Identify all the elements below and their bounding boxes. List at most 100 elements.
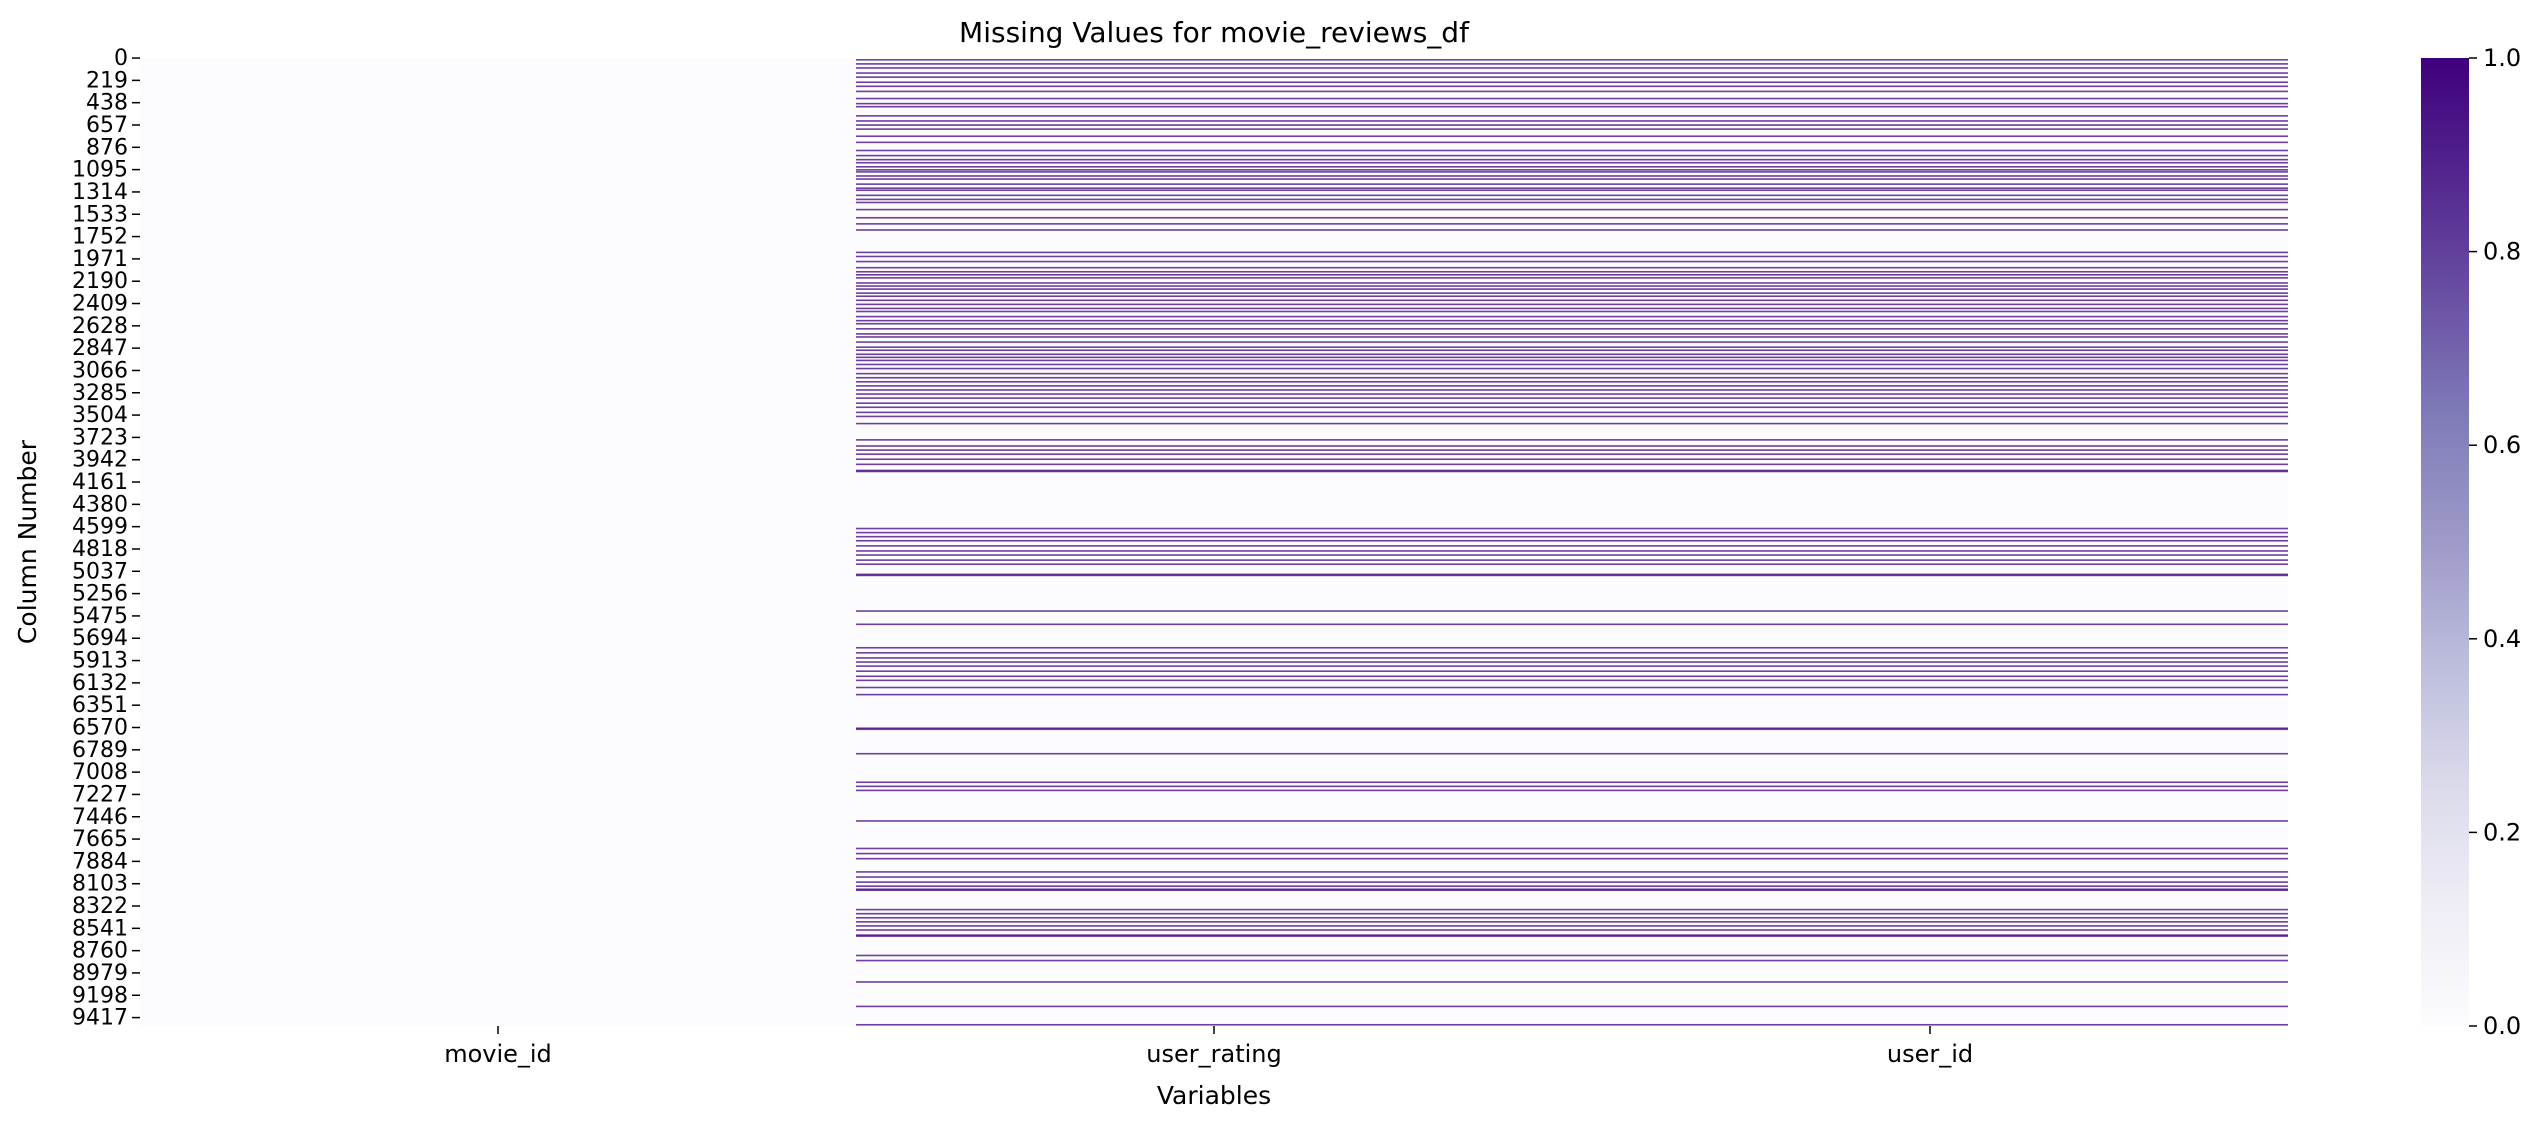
missing-cell: [1572, 120, 2288, 122]
missing-cell: [1572, 76, 2288, 78]
missing-cell: [856, 166, 1572, 168]
missing-cell: [856, 356, 1572, 359]
missing-cell: [1572, 545, 2288, 547]
missing-cell: [856, 349, 1572, 352]
missing-cell: [856, 76, 1572, 78]
missing-cell: [1572, 679, 2288, 682]
missing-cell: [1572, 610, 2288, 612]
missing-cell: [1572, 959, 2288, 962]
missing-cell: [856, 149, 1572, 152]
y-tick-label: 2190: [72, 269, 128, 294]
missing-cell: [1572, 550, 2288, 552]
missing-cell: [1572, 333, 2288, 335]
x-tick-label: movie_id: [444, 1040, 552, 1068]
missing-cell: [1572, 539, 2288, 542]
y-tick-label: 4818: [72, 537, 128, 562]
missing-cell: [856, 303, 1572, 306]
missing-cell: [856, 728, 1572, 731]
missing-cell: [856, 657, 1572, 659]
missing-cell: [1572, 727, 2288, 730]
x-tick-label: user_rating: [1146, 1040, 1281, 1068]
missing-cell: [1572, 1023, 2288, 1026]
missing-cell: [1572, 349, 2288, 352]
missing-cell: [1572, 274, 2288, 276]
missing-cell: [856, 310, 1572, 313]
missing-cell: [1572, 260, 2288, 263]
missing-cell: [856, 908, 1572, 911]
missing-cell: [856, 652, 1572, 654]
missing-cell: [1572, 356, 2288, 359]
missing-cell: [856, 319, 1572, 322]
missing-cell: [856, 299, 1572, 302]
missing-cell: [856, 411, 1572, 414]
missing-cell: [856, 397, 1572, 399]
missing-cell: [856, 381, 1572, 383]
missing-cell: [856, 295, 1572, 298]
missing-cell: [856, 422, 1572, 425]
missing-cell: [856, 175, 1572, 177]
missing-cell: [1572, 728, 2288, 731]
missing-cell: [1572, 574, 2288, 577]
missing-cell: [1572, 857, 2288, 860]
missing-cell: [856, 439, 1572, 441]
missing-cell: [1572, 299, 2288, 302]
missing-cell: [1572, 439, 2288, 441]
missing-cell: [1572, 277, 2288, 279]
missing-cell: [1572, 255, 2288, 258]
missing-cell: [856, 453, 1572, 455]
missing-cell: [1572, 59, 2288, 61]
missing-cell: [856, 550, 1572, 552]
missing-cell: [1572, 149, 2288, 152]
missing-cell: [1572, 154, 2288, 157]
missing-cell: [856, 554, 1572, 556]
missing-cell: [1572, 389, 2288, 391]
missing-cell: [1572, 372, 2288, 375]
missing-cell: [856, 198, 1572, 201]
missing-cell: [856, 67, 1572, 69]
missing-cell: [856, 527, 1572, 530]
missing-cell: [1572, 198, 2288, 201]
missing-cell: [856, 470, 1572, 473]
missing-cell: [1572, 470, 2288, 473]
missing-cell: [1572, 105, 2288, 108]
missing-cell: [856, 154, 1572, 157]
missing-cell: [856, 573, 1572, 576]
missing-cell: [856, 646, 1572, 649]
y-tick-label: 1752: [72, 225, 128, 250]
missing-cell: [856, 1005, 1572, 1008]
y-tick-label: 5913: [72, 649, 128, 674]
missing-cell: [856, 376, 1572, 379]
missing-cell: [1572, 646, 2288, 649]
missing-cell: [1572, 463, 2288, 466]
y-tick-label: 5694: [72, 626, 128, 651]
missing-cell: [1572, 81, 2288, 84]
y-tick-label: 7884: [72, 849, 128, 874]
missing-cell: [856, 876, 1572, 878]
missing-cell: [1572, 623, 2288, 626]
missing-cell: [1572, 469, 2288, 472]
missing-cell: [856, 97, 1572, 100]
missing-cell: [1572, 353, 2288, 356]
missing-cell: [1572, 229, 2288, 231]
missing-cell: [1572, 178, 2288, 180]
missing-cell: [1572, 453, 2288, 455]
missing-cell: [856, 353, 1572, 356]
missing-cell: [856, 535, 1572, 538]
missing-cell: [1572, 171, 2288, 173]
missing-cell: [1572, 752, 2288, 755]
missing-cell: [856, 385, 1572, 387]
missing-cell: [1572, 665, 2288, 667]
missing-cell: [1572, 573, 2288, 576]
missing-cell: [1572, 135, 2288, 138]
missing-cell: [1572, 158, 2288, 161]
missing-cell: [856, 563, 1572, 565]
missing-cell: [1572, 67, 2288, 69]
missing-cell: [1572, 381, 2288, 383]
missing-cell: [1572, 367, 2288, 370]
missing-cell: [1572, 307, 2288, 310]
missing-cell: [1572, 359, 2288, 362]
missing-cell: [856, 346, 1572, 348]
missing-cell: [856, 266, 1572, 269]
missing-cell: [856, 610, 1572, 612]
